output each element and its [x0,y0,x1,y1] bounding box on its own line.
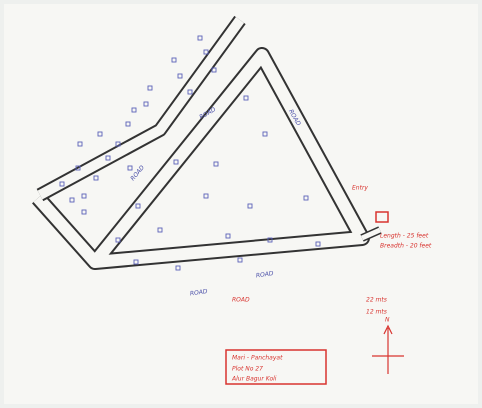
compass [372,324,404,374]
plot-dot [225,233,231,239]
annotation: Length - 25 feet [380,233,429,240]
title-line: Plot No 27 [232,366,263,373]
plot-dot [127,165,133,171]
plot-dot [147,85,153,91]
plot-dot [237,257,243,263]
plot-dot [203,193,209,199]
annotation: Breadth - 20 feet [380,243,432,250]
plot-dot [175,265,181,271]
plot-dot [93,175,99,181]
title-line: Alur Bagur Koli [231,376,277,383]
plot-dot [303,195,309,201]
road-label: ROAD [256,270,275,279]
plot-dot [247,203,253,209]
plot-dot [133,259,139,265]
plot-dot [125,121,131,127]
roads [32,15,382,270]
plot-dot [243,95,249,101]
plots [59,35,321,271]
compass-label: N [385,317,390,324]
plot-dot [77,141,83,147]
plot-dot [131,107,137,113]
annotation: 12 mts [366,309,387,316]
title-box [225,349,327,385]
plot-dot [97,131,103,137]
plot-dot [75,165,81,171]
plot-dot [211,67,217,73]
plot-dot [197,35,203,41]
plot-dot [81,209,87,215]
plot-dot [105,155,111,161]
temple-icon [375,211,389,223]
sheet [4,4,478,404]
plot-dot [213,161,219,167]
plot-dot [143,101,149,107]
plot-dot [173,159,179,165]
plot-dot [187,89,193,95]
annotation: 22 mts [366,297,387,304]
title-line: Mari - Panchayat [232,355,283,362]
annotation: ROAD [232,297,250,304]
plot-dot [69,197,75,203]
plot-dot [115,237,121,243]
plot-dot [135,203,141,209]
plot-dot [315,241,321,247]
plot-dot [171,57,177,63]
plot-dot [262,131,268,137]
plot-dot [157,227,163,233]
plot-dot [267,237,273,243]
plot-dot [59,181,65,187]
plot-dot [203,49,209,55]
road-label: ROAD [190,288,209,297]
annotation: Entry [352,185,368,192]
plot-dot [115,141,121,147]
plot-dot [177,73,183,79]
plot-dot [81,193,87,199]
